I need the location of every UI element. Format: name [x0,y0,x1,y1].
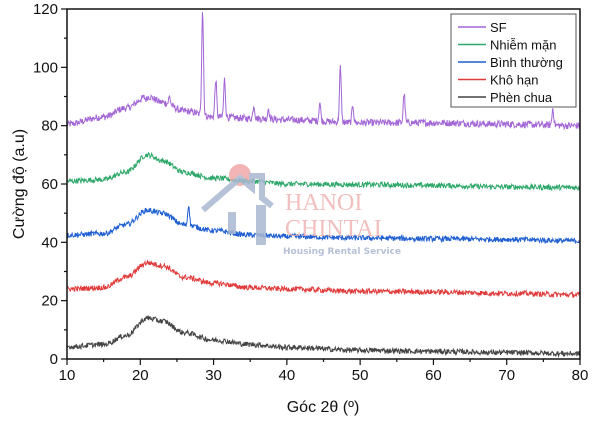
x-tick-label: 40 [279,367,296,384]
y-tick-label: 60 [41,176,58,193]
watermark-house-icon [201,173,274,213]
y-tick-label: 40 [41,234,58,251]
watermark-line1: HANOI [285,190,362,216]
watermark-tagline: Housing Rental Service [283,247,401,257]
watermark-line2: CHINTAI [285,216,382,242]
x-tick-label: 70 [498,367,515,384]
legend-label: Khô hạn [490,73,538,88]
series-line-4 [66,315,581,359]
y-axis-title: Cường độ (a.u) [11,129,28,239]
legend: SF Nhiễm mặn Bình thường Khô hạn Phèn chua [450,13,577,108]
legend-label: Phèn chua [490,90,553,105]
x-axis: 10 20 30 40 50 60 70 80 [59,359,589,384]
legend-label: Bình thường [490,55,563,70]
watermark-logo: HANOI CHINTAI Housing Rental Service [201,164,401,257]
x-tick-label: 60 [425,367,442,384]
watermark-door-icon [228,212,236,234]
x-tick-label: 50 [352,367,369,384]
series-layer [66,12,581,359]
series-line-0 [66,12,581,131]
y-tick-label: 80 [41,118,58,135]
x-axis-title: Góc 2θ (º) [287,399,360,416]
legend-box [450,13,577,108]
y-axis: 0 20 40 60 80 100 120 [33,1,67,368]
legend-label: SF [490,20,507,35]
x-tick-label: 10 [59,367,76,384]
watermark-wall-icon [256,205,266,245]
x-tick-label: 80 [572,367,589,384]
y-tick-label: 120 [33,1,58,18]
x-tick-label: 30 [205,367,222,384]
series-line-1 [66,151,581,192]
y-tick-label: 20 [41,293,58,310]
series-line-3 [66,259,581,299]
x-tick-label: 20 [132,367,149,384]
y-tick-label: 100 [33,59,58,76]
y-tick-label: 0 [50,351,58,368]
legend-label: Nhiễm mặn [490,38,556,53]
series-line-2 [66,205,581,245]
